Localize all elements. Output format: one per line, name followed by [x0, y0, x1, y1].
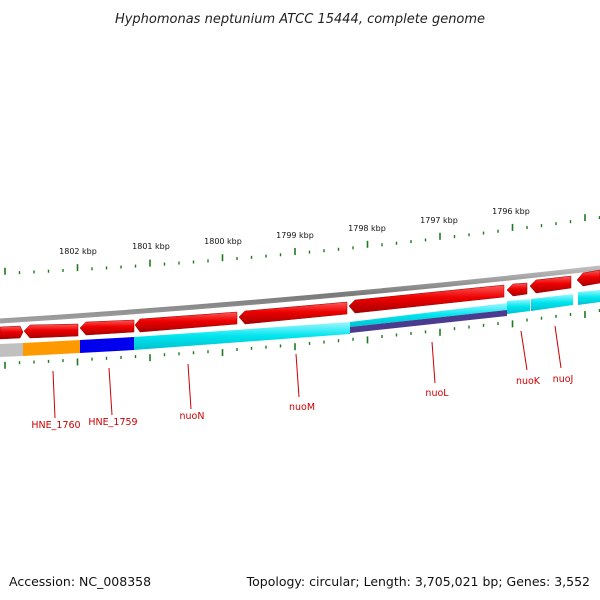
gene-label-hne-1759: HNE_1759 [88, 417, 137, 428]
scale-label-1797: 1797 kbp [420, 216, 458, 225]
gene-label-hne-1760: HNE_1760 [31, 420, 80, 431]
feature-segment-cyan [134, 322, 350, 350]
gene-arrow [23, 323, 79, 339]
feature-segment-cyan [350, 303, 507, 327]
scale-label-1796: 1796 kbp [492, 207, 530, 216]
feature-segment-cyan [507, 299, 530, 314]
scale-label-1798: 1798 kbp [348, 224, 386, 233]
feature-band [0, 290, 600, 357]
gene-label-nuon: nuoN [180, 411, 205, 422]
gene-label-nuoj: nuoJ [553, 374, 574, 385]
scale-label-1801: 1801 kbp [132, 242, 170, 251]
scale-label-1799: 1799 kbp [276, 231, 314, 240]
feature-segment-cyan [578, 290, 600, 305]
inner-scale-ruler [4, 309, 600, 369]
gene-arrow [576, 269, 600, 287]
gene-arrow [0, 325, 24, 340]
gene-arrow [529, 275, 572, 294]
leader-line [520, 330, 528, 371]
feature-segment-blue [80, 337, 134, 353]
gene-label-leaders [52, 325, 562, 419]
genome-summary-text: Topology: circular; Length: 3,705,021 bp… [246, 574, 590, 589]
gene-label-nuok: nuoK [516, 376, 541, 387]
gene-arrow [348, 284, 505, 314]
scale-ruler [4, 214, 600, 275]
leader-line [554, 325, 562, 369]
leader-line [187, 363, 192, 410]
feature-segment-cyan [531, 294, 573, 311]
gene-arrow [79, 319, 135, 336]
leader-line [52, 370, 56, 419]
leader-line [295, 353, 300, 398]
gene-arrows [0, 269, 600, 340]
gene-arrow [238, 301, 348, 325]
gene-labels: HNE_1760 HNE_1759 nuoN nuoM nuoL nuoK nu… [31, 374, 573, 431]
scale-label-1800: 1800 kbp [204, 237, 242, 246]
feature-segment-orange [23, 340, 80, 356]
gene-arrow [506, 282, 528, 297]
feature-segment-purple [350, 310, 507, 333]
gene-arrow [134, 311, 238, 333]
feature-segment-gray [0, 343, 23, 357]
leader-line [108, 367, 113, 416]
gene-label-nuom: nuoM [289, 402, 315, 413]
accession-text: Accession: NC_008358 [9, 574, 151, 589]
leader-line [431, 341, 436, 384]
scale-labels: 1802 kbp 1801 kbp 1800 kbp 1799 kbp 1798… [59, 207, 530, 256]
genome-backbone [0, 265, 600, 324]
map-title: Hyphomonas neptunium ATCC 15444, complet… [115, 12, 485, 27]
scale-label-1802: 1802 kbp [59, 247, 97, 256]
gene-label-nuol: nuoL [425, 388, 449, 399]
